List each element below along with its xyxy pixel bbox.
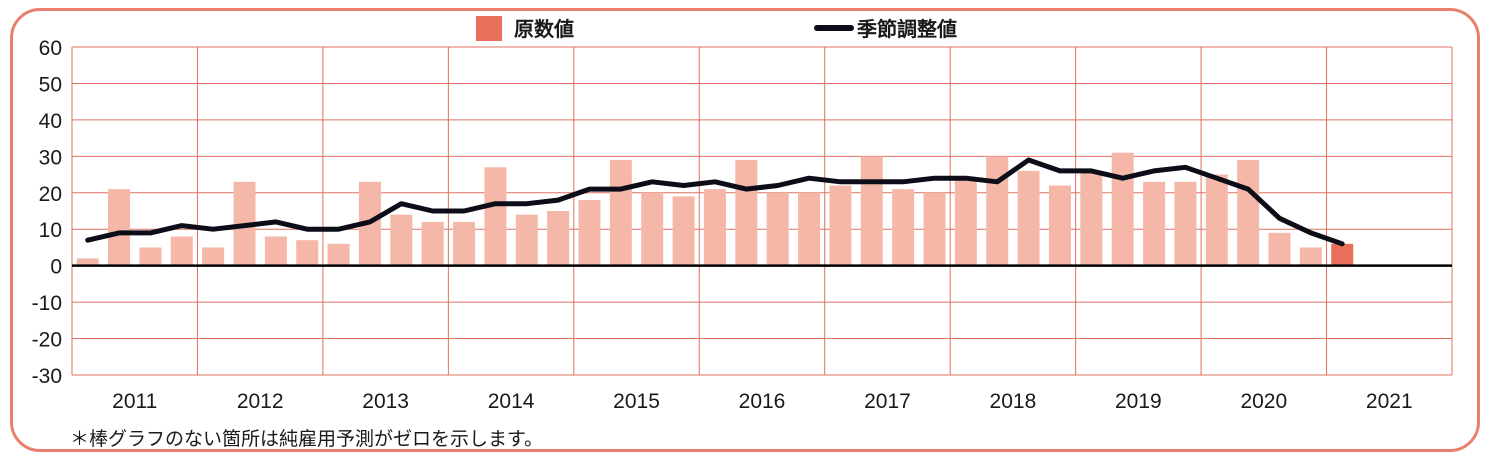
- bar: [578, 200, 601, 266]
- y-tick-label: -30: [32, 365, 62, 388]
- bar: [202, 247, 225, 266]
- x-tick-label: 2015: [613, 390, 660, 413]
- legend-line-label: 季節調整値: [856, 17, 957, 41]
- tick-layer: 60 50 40 30 20 10 0 -10 -20 -30 2011 2012 2013 2014 20…: [32, 37, 1413, 413]
- x-tick-label: 2012: [237, 390, 284, 413]
- bar: [547, 211, 570, 266]
- bar: [954, 178, 977, 266]
- y-tick-label: 20: [39, 183, 62, 206]
- bar: [76, 258, 99, 266]
- y-tick-label: 60: [39, 37, 62, 60]
- bar: [641, 192, 664, 266]
- bar: [1080, 170, 1103, 266]
- legend-bar-label: 原数値: [514, 17, 574, 41]
- x-tick-label: 2017: [864, 390, 911, 413]
- bar: [1299, 247, 1322, 266]
- y-tick-label: 50: [39, 73, 62, 96]
- bar: [703, 189, 726, 266]
- y-tick-label: 10: [39, 219, 62, 242]
- bar: [296, 240, 319, 266]
- x-tick-label: 2021: [1366, 390, 1413, 413]
- bar: [515, 214, 538, 266]
- x-tick-label: 2014: [488, 390, 535, 413]
- bar: [1111, 152, 1134, 266]
- bar: [108, 189, 131, 266]
- bar: [390, 214, 413, 266]
- x-tick-label: 2011: [112, 390, 157, 413]
- bar: [860, 156, 883, 266]
- bar: [264, 236, 287, 266]
- bar: [1143, 181, 1166, 266]
- y-tick-label: 40: [39, 110, 62, 133]
- footnote: ＊棒グラフのない箇所は純雇用予測がゼロを示します。: [70, 428, 544, 450]
- bar: [766, 192, 789, 266]
- x-tick-label: 2020: [1240, 390, 1287, 413]
- y-tick-label: -20: [32, 329, 62, 352]
- bar: [892, 189, 915, 266]
- bar: [1174, 181, 1197, 266]
- bar: [735, 159, 758, 266]
- bar: [798, 192, 821, 266]
- y-tick-label: -10: [32, 292, 62, 315]
- line-layer: [72, 157, 1452, 267]
- bar: [1237, 159, 1260, 266]
- bar: [170, 236, 193, 266]
- bar: [609, 159, 632, 266]
- bar: [1017, 170, 1040, 266]
- bar: [829, 185, 852, 266]
- x-tick-label: 2013: [362, 390, 409, 413]
- bar: [421, 221, 444, 266]
- bar: [1268, 232, 1291, 266]
- legend-bar-swatch: [476, 16, 502, 41]
- x-tick-label: 2019: [1115, 390, 1162, 413]
- bar: [672, 196, 695, 266]
- bar: [327, 243, 350, 266]
- y-tick-label: 0: [50, 256, 62, 279]
- bar: [923, 192, 946, 266]
- bar: [1048, 185, 1071, 266]
- legend: 原数値 季節調整値: [476, 16, 957, 41]
- x-tick-label: 2016: [739, 390, 786, 413]
- bar: [453, 221, 476, 266]
- bar: [139, 247, 162, 266]
- bar: [484, 167, 507, 266]
- bar: [986, 156, 1009, 266]
- x-tick-label: 2018: [990, 390, 1037, 413]
- bar-layer: [76, 152, 1354, 266]
- y-tick-label: 30: [39, 146, 62, 169]
- bar: [1205, 174, 1228, 266]
- bar: [1331, 243, 1354, 266]
- series-line: [85, 157, 1345, 247]
